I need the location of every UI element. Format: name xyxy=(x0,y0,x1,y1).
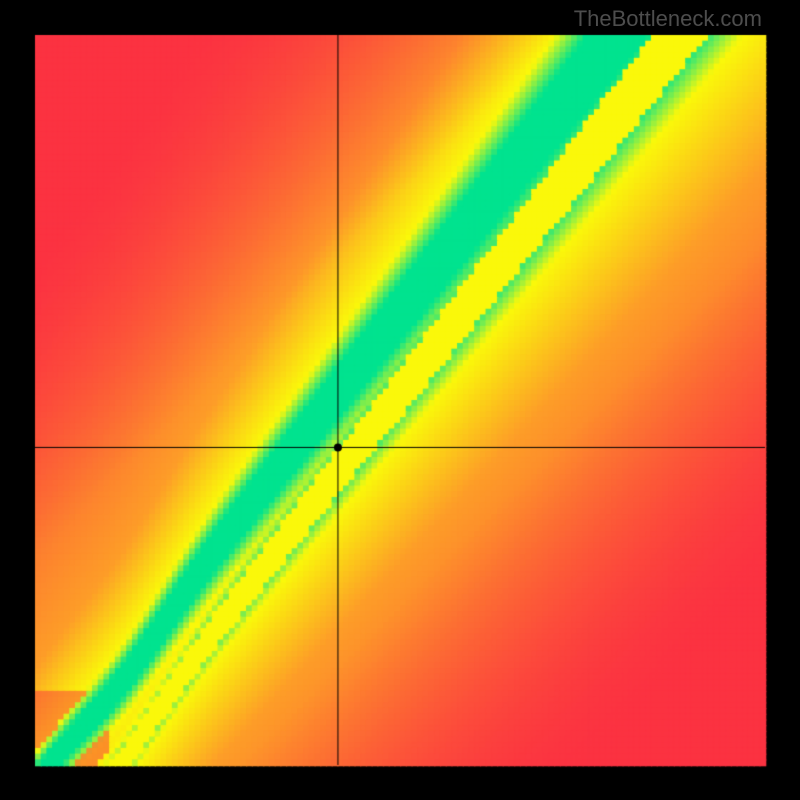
bottleneck-heatmap xyxy=(0,0,800,800)
watermark-text: TheBottleneck.com xyxy=(574,6,762,32)
